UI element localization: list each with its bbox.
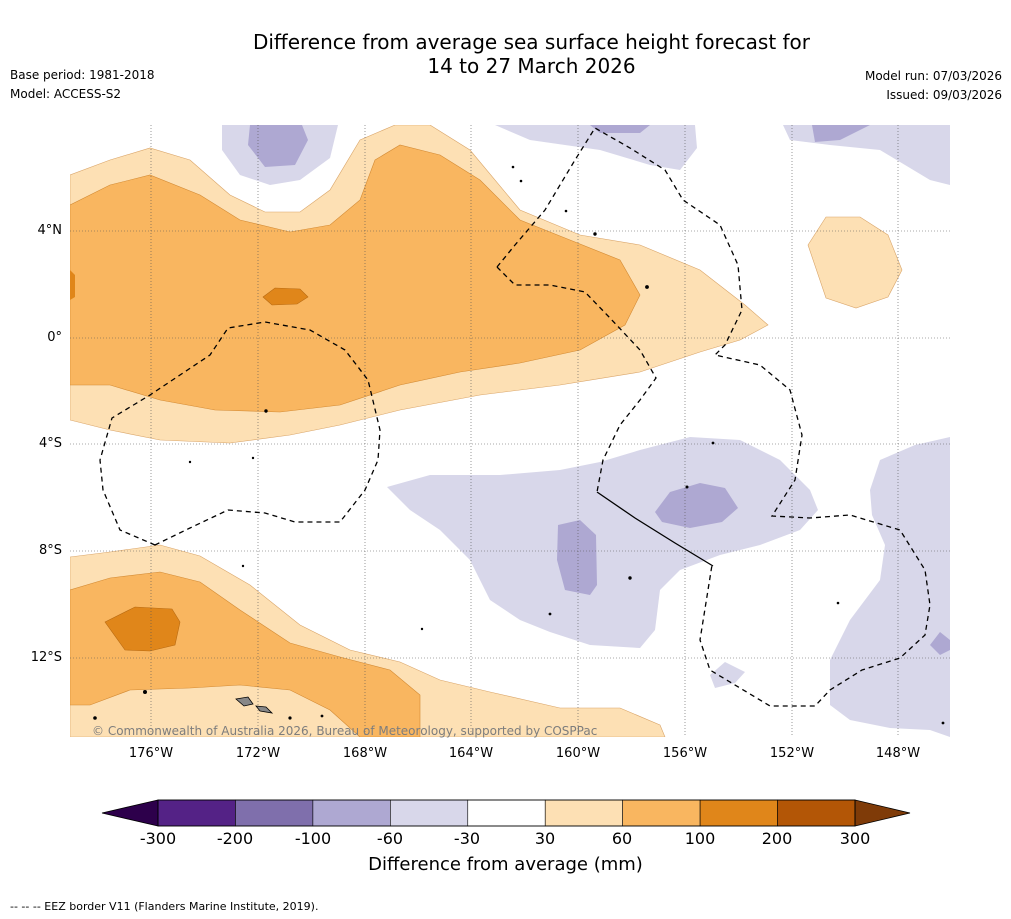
neg-patch-small-south bbox=[710, 662, 745, 688]
issued-date: Issued: 09/03/2026 bbox=[886, 88, 1002, 102]
island-samoa-2 bbox=[255, 705, 274, 714]
lat-label-4s: 4°S bbox=[38, 436, 62, 451]
map-title-line-2: 14 to 27 March 2026 bbox=[427, 54, 636, 78]
lon-label-172w: 172°W bbox=[235, 746, 281, 761]
colorbar-segments bbox=[157, 799, 856, 827]
pos-patch-west-edge bbox=[70, 270, 75, 300]
colorbar-tick: -300 bbox=[139, 829, 177, 848]
colorbar bbox=[101, 799, 911, 827]
pos-band-south-light bbox=[70, 544, 666, 737]
colorbar-tick: -60 bbox=[376, 829, 404, 848]
pos-band-north-medium bbox=[70, 144, 641, 413]
colorbar-label: Difference from average (mm) bbox=[368, 854, 643, 875]
neg-patch-central-medium-west bbox=[557, 520, 597, 595]
colorbar-tick: 200 bbox=[761, 829, 793, 848]
neg-patch-east bbox=[830, 437, 950, 737]
colorbar-segment bbox=[544, 799, 623, 827]
anomaly-field bbox=[70, 125, 950, 737]
eez-kiribati-phoenix bbox=[99, 321, 381, 546]
island-samoa-1 bbox=[235, 696, 254, 707]
colorbar-tick: -100 bbox=[294, 829, 332, 848]
gridlines bbox=[70, 125, 950, 737]
eez-kiribati-line bbox=[496, 127, 931, 707]
map-title: Difference from average sea surface heig… bbox=[0, 30, 1011, 78]
lat-label-12s: 12°S bbox=[30, 650, 62, 665]
colorbar-tick: 100 bbox=[684, 829, 716, 848]
colorbar-segment bbox=[622, 799, 701, 827]
lat-label-8s: 8°S bbox=[38, 543, 62, 558]
eez-segment-central bbox=[496, 266, 657, 493]
islands bbox=[93, 165, 945, 725]
neg-patch-north-medium bbox=[590, 125, 650, 133]
colorbar-tick: -30 bbox=[453, 829, 481, 848]
colorbar-segment bbox=[312, 799, 391, 827]
eez-solid-segment bbox=[596, 491, 714, 567]
colorbar-tick: 30 bbox=[534, 829, 556, 848]
colorbar-segment bbox=[699, 799, 778, 827]
map-title-line-1: Difference from average sea surface heig… bbox=[252, 30, 811, 54]
lon-label-156w: 156°W bbox=[662, 746, 708, 761]
pos-patch-north-strong bbox=[262, 287, 309, 306]
meta-left: Base period: 1981-2018 Model: ACCESS-S2 bbox=[10, 66, 155, 104]
pos-patch-south-strong bbox=[104, 606, 181, 652]
pos-patch-east bbox=[807, 216, 903, 309]
copyright-notice: © Commonwealth of Australia 2026, Bureau… bbox=[92, 724, 598, 738]
neg-patch-north bbox=[495, 125, 697, 170]
lat-label-4n: 4°N bbox=[37, 223, 63, 238]
eez-borders bbox=[99, 127, 931, 707]
colorbar-segment bbox=[157, 799, 236, 827]
colorbar-tick: 300 bbox=[839, 829, 871, 848]
colorbar-segment bbox=[467, 799, 546, 827]
colorbar-low-extend bbox=[102, 800, 158, 826]
colorbar-high-extend bbox=[855, 800, 910, 826]
colorbar-tick: -200 bbox=[216, 829, 254, 848]
meta-right: Model run: 07/03/2026 Issued: 09/03/2026 bbox=[865, 67, 1002, 105]
lon-label-152w: 152°W bbox=[769, 746, 815, 761]
footer-legend-note: -- -- -- EEZ border V11 (Flanders Marine… bbox=[10, 900, 319, 913]
lon-label-164w: 164°W bbox=[448, 746, 494, 761]
lat-label-0: 0° bbox=[47, 330, 62, 345]
colorbar-segment bbox=[777, 799, 856, 827]
colorbar-segment bbox=[235, 799, 314, 827]
neg-patch-ne-medium bbox=[812, 125, 870, 142]
lon-label-168w: 168°W bbox=[342, 746, 388, 761]
neg-patch-central-medium-east bbox=[655, 483, 738, 528]
neg-patch-nw-medium bbox=[248, 125, 308, 167]
model-name: Model: ACCESS-S2 bbox=[10, 87, 122, 101]
lon-label-176w: 176°W bbox=[128, 746, 174, 761]
colorbar-tick: 60 bbox=[611, 829, 633, 848]
lon-label-148w: 148°W bbox=[875, 746, 921, 761]
model-run: Model run: 07/03/2026 bbox=[864, 69, 1002, 83]
colorbar-segment bbox=[390, 799, 469, 827]
lon-label-160w: 160°W bbox=[555, 746, 601, 761]
base-period: Base period: 1981-2018 bbox=[10, 68, 155, 82]
neg-patch-east-medium bbox=[930, 632, 950, 655]
